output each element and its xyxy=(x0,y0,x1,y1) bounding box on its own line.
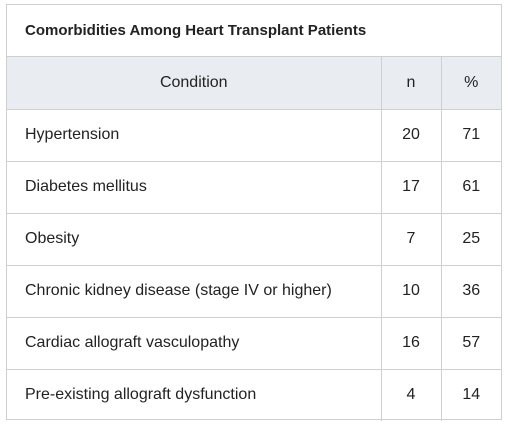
percent-cell: 36 xyxy=(441,265,501,318)
header-row: Condition n % xyxy=(7,57,501,110)
column-header-condition: Condition xyxy=(7,57,382,110)
column-header-percent: % xyxy=(441,57,501,110)
percent-cell: 61 xyxy=(441,161,501,214)
condition-cell: Pre-existing allograft dysfunction xyxy=(7,369,382,421)
n-cell: 16 xyxy=(381,317,442,370)
comorbidities-table: Comorbidities Among Heart Transplant Pat… xyxy=(6,4,502,421)
n-cell: 10 xyxy=(381,265,442,318)
condition-cell: Cardiac allograft vasculopathy xyxy=(7,317,382,370)
table-row: Chronic kidney disease (stage IV or high… xyxy=(7,265,501,318)
condition-cell: Obesity xyxy=(7,213,382,266)
percent-cell: 25 xyxy=(441,213,501,266)
percent-cell: 14 xyxy=(462,386,481,404)
n-cell: 20 xyxy=(381,109,442,162)
column-header-n: n xyxy=(381,57,442,110)
table-row: Hypertension 20 71 xyxy=(7,109,501,162)
percent-cell: 71 xyxy=(441,109,501,162)
n-cell: 7 xyxy=(381,213,442,266)
condition-cell: Diabetes mellitus xyxy=(7,161,382,214)
table-row: Cardiac allograft vasculopathy 16 57 xyxy=(7,317,501,370)
n-cell: 17 xyxy=(381,161,442,214)
table-row: Pre-existing allograft dysfunction 4 14 xyxy=(7,369,501,421)
condition-cell: Hypertension xyxy=(7,109,382,162)
table-row: Obesity 7 25 xyxy=(7,213,501,266)
percent-cell: 57 xyxy=(441,317,501,370)
data-table: Condition n % Hypertension 20 71 Diabete… xyxy=(7,57,501,421)
table-caption: Comorbidities Among Heart Transplant Pat… xyxy=(7,5,501,57)
condition-cell: Chronic kidney disease (stage IV or high… xyxy=(7,265,382,318)
n-cell: 4 xyxy=(381,369,442,421)
table-row: Diabetes mellitus 17 61 xyxy=(7,161,501,214)
